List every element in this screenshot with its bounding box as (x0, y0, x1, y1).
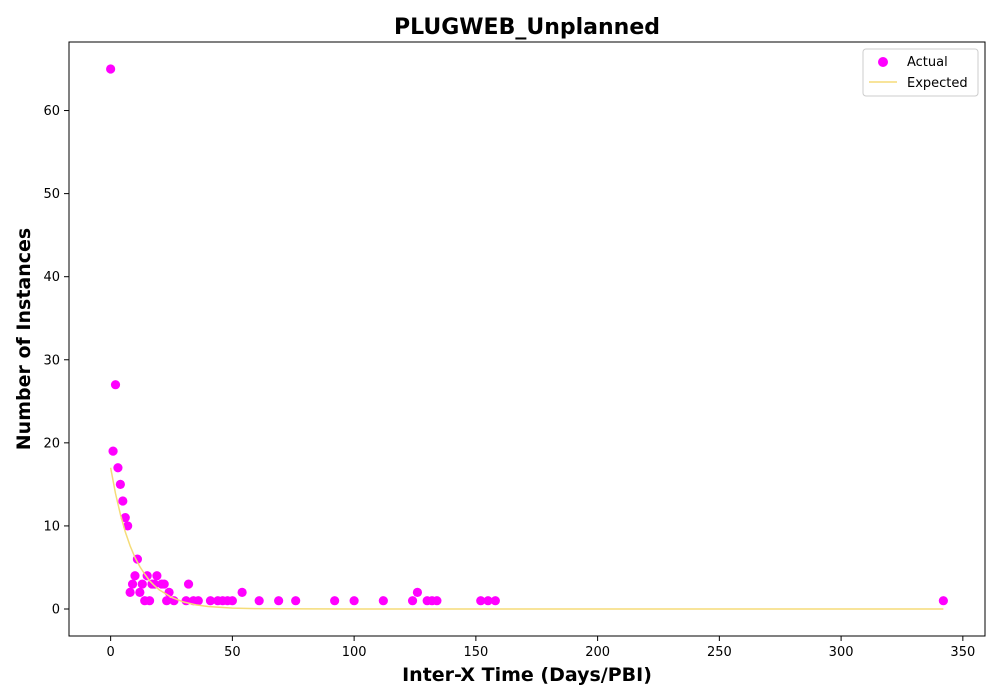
data-point-actual (120, 513, 130, 523)
data-point-actual (130, 571, 140, 581)
plot-frame (68, 41, 986, 637)
data-point-actual (483, 596, 493, 606)
data-point-actual (490, 596, 500, 606)
legend-label-actual: Actual (907, 55, 948, 70)
data-point-actual (159, 579, 169, 589)
y-tick-label: 30 (43, 353, 60, 368)
data-point-actual (115, 479, 125, 489)
data-point-actual (349, 596, 359, 606)
x-tick-label: 0 (106, 645, 114, 660)
data-point-actual (291, 596, 301, 606)
data-point-actual (162, 596, 172, 606)
y-tick-label: 50 (43, 187, 60, 202)
y-tick-label: 40 (43, 270, 60, 285)
x-tick-label: 150 (463, 645, 488, 660)
x-axis-label: Inter-X Time (Days/PBI) (402, 664, 652, 686)
data-point-actual (123, 521, 133, 531)
x-tick-label: 200 (585, 645, 610, 660)
data-point-actual (205, 596, 216, 606)
data-point-actual (227, 596, 237, 606)
data-point-actual (135, 587, 145, 597)
data-point-actual (127, 579, 138, 589)
data-point-actual (149, 579, 160, 589)
data-point-actual (193, 596, 203, 606)
data-point-actual (412, 587, 423, 597)
y-axis: 0 10 20 30 40 50 60 (43, 104, 69, 618)
legend-marker-actual (878, 57, 888, 67)
data-point-actual (110, 380, 121, 390)
data-point-actual (113, 463, 123, 473)
data-point-actual (144, 596, 155, 606)
x-tick-label: 350 (950, 645, 975, 660)
legend: Actual Expected (862, 48, 979, 97)
x-tick-label: 250 (707, 645, 732, 660)
x-tick-label: 300 (829, 645, 854, 660)
legend-label-expected: Expected (907, 76, 968, 91)
data-point-actual (152, 571, 162, 581)
data-point-actual (407, 596, 418, 606)
x-tick-label: 100 (342, 645, 367, 660)
data-point-actual (378, 596, 388, 606)
data-point-actual (274, 596, 284, 606)
data-point-actual (106, 64, 116, 74)
plot-area (106, 64, 948, 610)
y-tick-label: 10 (43, 519, 60, 534)
series-line-expected (109, 467, 944, 610)
data-point-actual (254, 596, 264, 606)
data-point-actual (237, 587, 247, 597)
data-point-actual (118, 496, 128, 506)
legend-box (862, 48, 979, 97)
data-point-actual (183, 579, 194, 589)
data-point-actual (432, 596, 442, 606)
data-point-actual (108, 446, 118, 456)
y-tick-label: 0 (52, 603, 60, 618)
y-tick-label: 20 (43, 436, 60, 451)
x-tick-label: 50 (224, 645, 241, 660)
chart-title: PLUGWEB_Unplanned (394, 15, 660, 40)
data-point-actual (137, 579, 147, 589)
data-point-actual (476, 596, 486, 606)
y-axis-label: Number of Instances (13, 228, 35, 450)
data-point-actual (330, 596, 340, 606)
data-point-actual (938, 596, 948, 606)
y-tick-label: 60 (43, 104, 60, 119)
data-point-actual (125, 587, 135, 597)
x-axis: 0 50 100 150 200 250 300 350 (106, 636, 975, 660)
